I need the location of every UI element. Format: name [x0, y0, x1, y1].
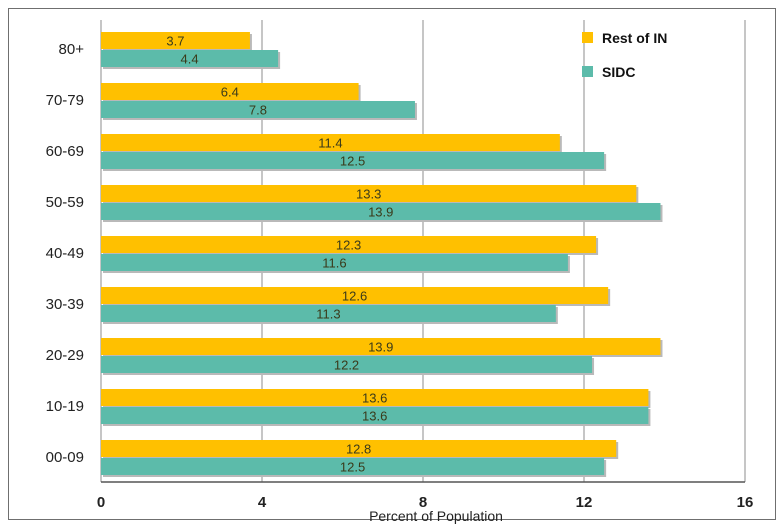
data-labels: 3.7 4.4 6.4 7.8 11.4 12.5 13.3 13.9 12.3 11.6 12.6…: [166, 34, 393, 475]
legend-label: Rest of IN: [602, 30, 667, 46]
bar-rest-of-in: [101, 134, 560, 151]
bar-rest-of-in: [101, 287, 609, 304]
bar-sidc: [101, 152, 605, 169]
bar-sidc: [101, 101, 415, 118]
y-tick-label: 70-79: [46, 92, 84, 109]
y-tick-label: 40-49: [46, 245, 84, 262]
bar-sidc: [101, 254, 568, 271]
y-axis-tick-labels: 80+ 70-79 60-69 50-59 40-49 30-39 20-29 10-19 00…: [46, 41, 85, 466]
data-label: 13.6: [362, 409, 387, 424]
data-label: 11.4: [318, 136, 342, 151]
x-tick-label: 12: [576, 494, 593, 511]
legend-label: SIDC: [602, 64, 635, 80]
bar-rest-of-in: [101, 185, 637, 202]
legend-swatch: [582, 32, 593, 43]
data-label: 13.9: [368, 340, 393, 355]
bar-rest-of-in: [101, 32, 250, 49]
x-tick-label: 8: [419, 494, 427, 511]
bar-rest-of-in: [101, 338, 661, 355]
data-label: 13.9: [368, 205, 393, 220]
data-label: 13.3: [356, 187, 381, 202]
x-tick-label: 4: [258, 494, 267, 511]
data-label: 12.8: [346, 442, 371, 457]
data-label: 12.2: [334, 358, 359, 373]
bar-sidc: [101, 356, 593, 373]
legend-swatch: [582, 66, 593, 77]
y-tick-label: 10-19: [46, 398, 84, 415]
legend: Rest of IN SIDC: [582, 30, 667, 80]
x-axis-tick-labels: 0 4 8 12 16: [97, 494, 754, 511]
bar-sidc: [101, 50, 279, 67]
bars: [101, 32, 663, 477]
y-tick-label: 60-69: [46, 143, 84, 160]
data-label: 4.4: [181, 52, 199, 67]
bar-sidc: [101, 305, 556, 322]
y-tick-label: 80+: [59, 41, 85, 58]
bar-sidc: [101, 407, 649, 424]
y-tick-label: 30-39: [46, 296, 84, 313]
y-tick-label: 20-29: [46, 347, 84, 364]
bar-sidc: [101, 203, 661, 220]
data-label: 12.5: [340, 460, 365, 475]
bar-rest-of-in: [101, 236, 597, 253]
data-label: 6.4: [221, 85, 239, 100]
bar-rest-of-in: [101, 389, 649, 406]
data-label: 13.6: [362, 391, 387, 406]
x-tick-label: 0: [97, 494, 105, 511]
bar-rest-of-in: [101, 83, 359, 100]
data-label: 12.5: [340, 154, 365, 169]
data-label: 11.3: [316, 307, 340, 322]
bar-rest-of-in: [101, 440, 617, 457]
y-tick-label: 00-09: [46, 449, 84, 466]
data-label: 3.7: [166, 34, 184, 49]
data-label: 12.6: [342, 289, 367, 304]
data-label: 7.8: [249, 103, 267, 118]
bar-sidc: [101, 458, 605, 475]
x-tick-label: 16: [737, 494, 754, 511]
x-axis-title: Percent of Population: [369, 508, 503, 524]
data-label: 12.3: [336, 238, 361, 253]
data-label: 11.6: [322, 256, 346, 271]
y-tick-label: 50-59: [46, 194, 84, 211]
